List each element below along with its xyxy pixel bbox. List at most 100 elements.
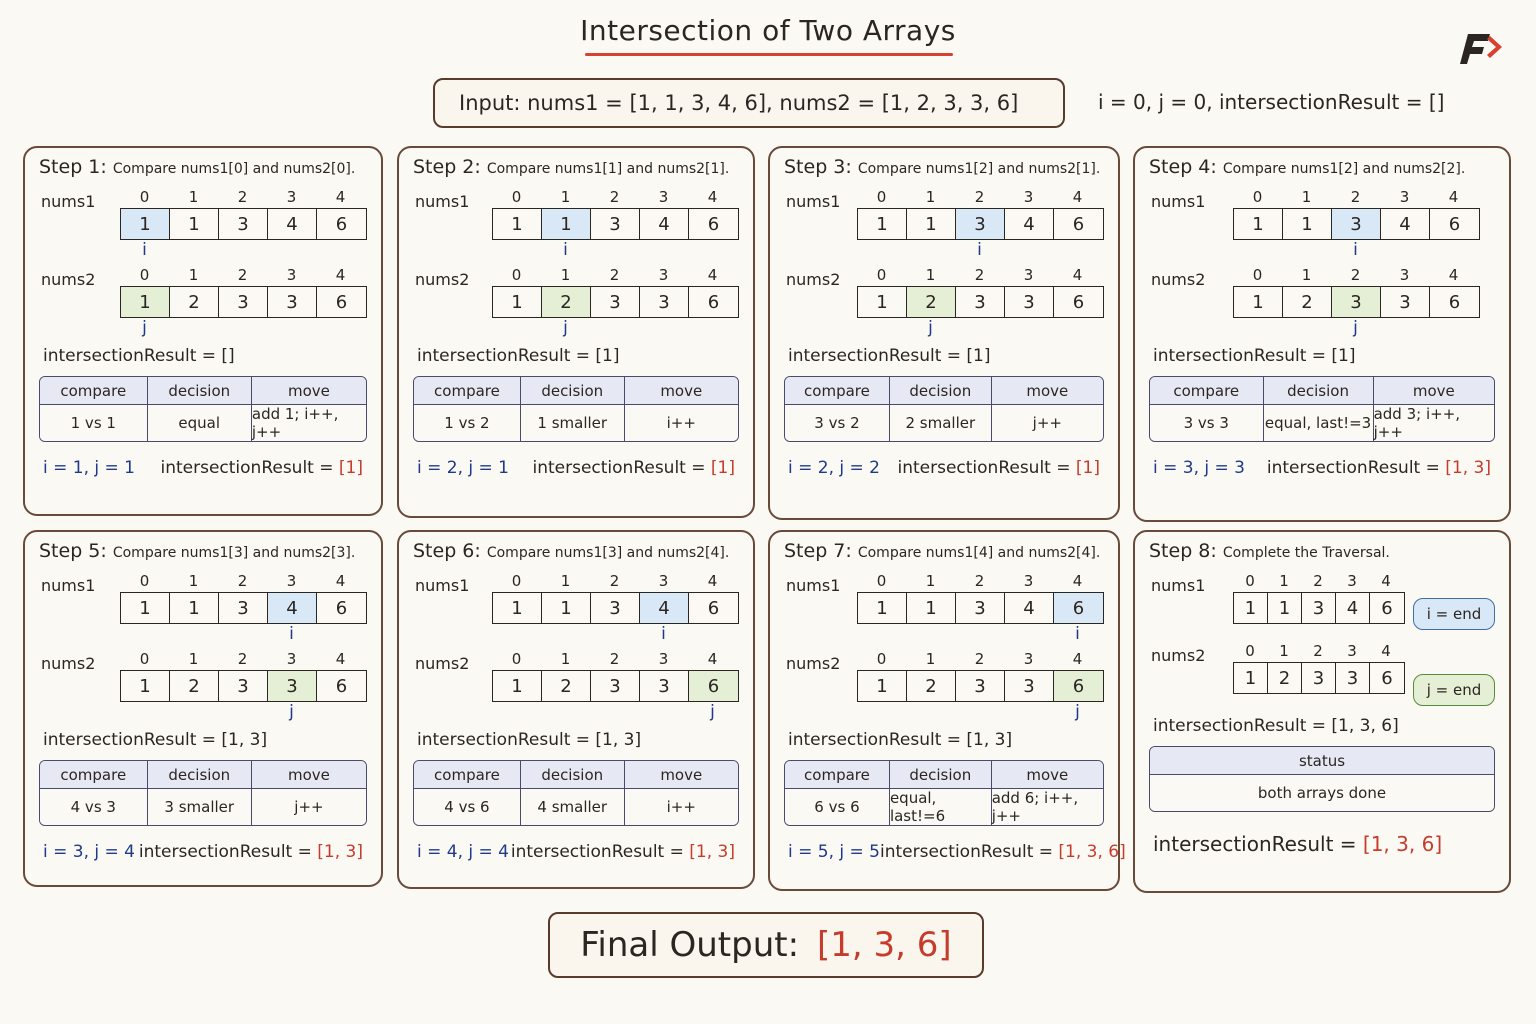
step-card: Step 6: Compare nums1[3] and nums2[4]. nu… bbox=[397, 530, 755, 889]
index-label: 4 bbox=[1448, 188, 1459, 206]
index-label: 2 bbox=[609, 266, 620, 284]
pointer-i: i bbox=[977, 240, 982, 260]
index-label: 1 bbox=[188, 188, 199, 206]
array-cell: 6 bbox=[1072, 213, 1085, 235]
array-cell: 3 bbox=[219, 593, 268, 623]
index-label: 2 bbox=[609, 650, 620, 668]
array-label-nums1: nums1 bbox=[1151, 192, 1206, 211]
step-subtitle: Compare nums1[2] and nums2[1]. bbox=[857, 161, 1101, 177]
index-label: 0 bbox=[876, 572, 887, 590]
index-label: 4 bbox=[707, 188, 718, 206]
result-value: [1] bbox=[595, 346, 620, 366]
index-label: 3 bbox=[1399, 266, 1410, 284]
result-prefix: intersectionResult = bbox=[417, 346, 596, 366]
cell-compare: 3 vs 2 bbox=[785, 405, 890, 441]
result-prefix: intersectionResult = bbox=[1153, 832, 1363, 856]
index-label: 4 bbox=[335, 572, 346, 590]
index-label: 0 bbox=[139, 572, 150, 590]
header-compare: compare bbox=[1150, 377, 1264, 404]
result-after-value: [1, 3] bbox=[317, 842, 363, 862]
result-value: [1, 3, 6] bbox=[1331, 716, 1399, 736]
table-header: compare decision move bbox=[1150, 377, 1494, 405]
brand-logo-icon bbox=[1460, 34, 1502, 64]
array-cell: 6 bbox=[335, 675, 348, 697]
array-label-nums1: nums1 bbox=[415, 192, 470, 211]
index-label: 2 bbox=[1350, 266, 1361, 284]
pointer-state: i = 3, j = 3 bbox=[1153, 458, 1245, 478]
index-label: 2 bbox=[237, 650, 248, 668]
header-decision: decision bbox=[521, 761, 625, 788]
result-prefix: intersectionResult = bbox=[788, 346, 967, 366]
result-before: intersectionResult = [1, 3, 6] bbox=[1153, 716, 1495, 736]
cell-move: add 6; i++, j++ bbox=[991, 789, 1079, 825]
array-nums2: nums2 0 1 2 3 4 1 2 3 3 6 j bbox=[415, 266, 739, 340]
array-cell: 2 bbox=[170, 287, 219, 317]
table-row: both arrays done bbox=[1150, 775, 1494, 811]
pointer-state: i = 1, j = 1 bbox=[43, 458, 135, 478]
cell-decision: 3 smaller bbox=[148, 789, 252, 825]
array-label-nums1: nums1 bbox=[786, 576, 841, 595]
cell-decision: equal, last!=6 bbox=[890, 789, 992, 825]
array-nums1: nums1 0 1 2 3 4 1 1 3 4 6 i bbox=[415, 572, 739, 646]
array-cell: 6 bbox=[689, 671, 738, 701]
index-row: 0 1 2 3 4 bbox=[492, 188, 739, 208]
table-header: compare decision move bbox=[40, 761, 366, 789]
table-row: 6 vs 6 equal, last!=6 add 6; i++, j++ bbox=[785, 789, 1103, 825]
index-row: 0 1 2 3 4 bbox=[120, 266, 367, 286]
step-title: Step 1: Compare nums1[0] and nums2[0]. bbox=[39, 156, 367, 178]
header-decision: decision bbox=[1264, 377, 1374, 404]
cell-move: i++ bbox=[666, 414, 696, 432]
array-cell: 1 bbox=[170, 209, 219, 239]
index-label: 2 bbox=[609, 572, 620, 590]
index-label: 3 bbox=[658, 266, 669, 284]
cell-decision: 2 smaller bbox=[890, 405, 992, 441]
array-cell: 1 bbox=[1234, 663, 1268, 693]
step-subtitle: Compare nums1[3] and nums2[3]. bbox=[112, 545, 356, 561]
table-header: compare decision move bbox=[40, 377, 366, 405]
array-cell: 3 bbox=[956, 593, 1005, 623]
array-cell: 1 bbox=[121, 209, 170, 239]
index-label: 0 bbox=[139, 266, 150, 284]
header-compare: compare bbox=[414, 761, 521, 788]
array-nums1: nums1 0 1 2 3 4 1 1 3 4 6 i bbox=[786, 572, 1104, 646]
result-before: intersectionResult = [1, 3] bbox=[788, 730, 1104, 750]
array-cell: 1 bbox=[1234, 593, 1268, 623]
array-cell: 3 bbox=[591, 593, 640, 623]
array-cell: 3 bbox=[268, 287, 317, 317]
pointer-state: i = 3, j = 4 bbox=[43, 842, 135, 862]
index-label: 3 bbox=[1347, 642, 1357, 660]
table-header: compare decision move bbox=[414, 377, 738, 405]
step-card: Step 3: Compare nums1[2] and nums2[1]. nu… bbox=[768, 146, 1120, 520]
array-cell: 3 bbox=[591, 287, 640, 317]
cell-move: add 3; i++, j++ bbox=[1373, 405, 1461, 441]
cell-decision: 1 smaller bbox=[521, 405, 625, 441]
input-box: Input: nums1 = [1, 1, 3, 4, 6], nums2 = … bbox=[433, 78, 1065, 128]
index-label: 1 bbox=[925, 266, 936, 284]
array-cell: 1 bbox=[1234, 209, 1283, 239]
pointer-i: i bbox=[1353, 240, 1358, 260]
cell-move: j++ bbox=[294, 798, 324, 816]
pointer-i: i bbox=[1075, 624, 1080, 644]
final-output-label: Final Output: bbox=[580, 925, 800, 965]
index-label: 3 bbox=[286, 572, 297, 590]
index-label: 4 bbox=[707, 572, 718, 590]
index-label: 2 bbox=[609, 188, 620, 206]
step-number: Step 4: bbox=[1149, 156, 1217, 178]
array-cell: 1 bbox=[1234, 287, 1283, 317]
array-cell: 1 bbox=[858, 209, 907, 239]
index-row: 0 1 2 3 4 bbox=[857, 188, 1104, 208]
index-label: 3 bbox=[1023, 188, 1034, 206]
index-row: 0 1 2 3 4 bbox=[492, 572, 739, 592]
array-cell: 4 bbox=[640, 593, 689, 623]
